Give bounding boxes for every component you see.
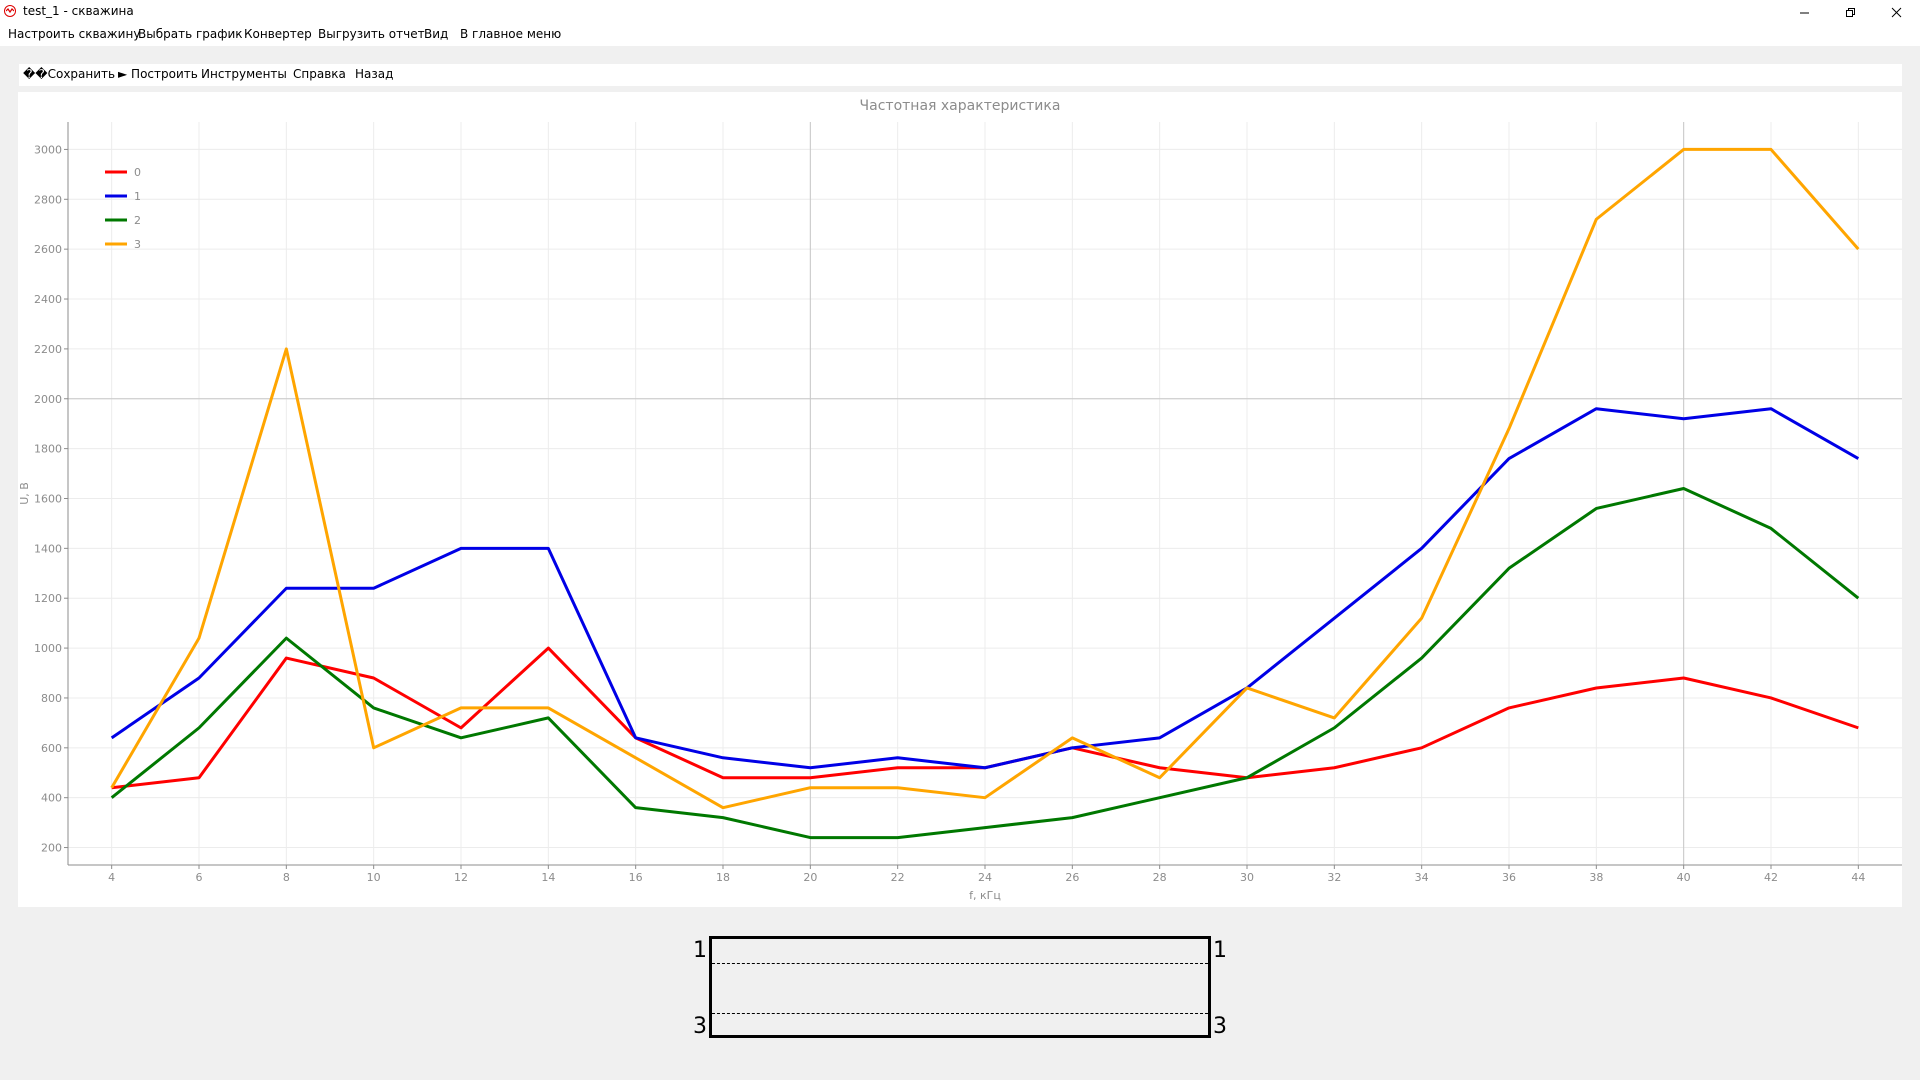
x-tick-label: 24 — [978, 871, 992, 884]
x-tick-label: 28 — [1153, 871, 1167, 884]
x-tick-label: 44 — [1851, 871, 1865, 884]
chart-title: Частотная характеристика — [859, 98, 1061, 114]
level-line-1 — [712, 963, 1208, 964]
x-tick-label: 40 — [1677, 871, 1691, 884]
x-tick-label: 26 — [1065, 871, 1079, 884]
left-label-bottom: 3 — [693, 1014, 707, 1039]
restore-button[interactable] — [1827, 0, 1873, 24]
x-tick-label: 16 — [629, 871, 643, 884]
y-tick-label: 3000 — [34, 143, 62, 156]
x-tick-label: 36 — [1502, 871, 1516, 884]
menu-main-menu[interactable]: В главное меню — [460, 27, 562, 41]
y-tick-label: 400 — [41, 792, 62, 805]
series-line-3 — [110, 147, 1860, 810]
minimize-button[interactable] — [1781, 0, 1827, 24]
help-button[interactable]: Справка — [293, 67, 346, 81]
x-tick-label: 18 — [716, 871, 730, 884]
restore-icon — [1845, 7, 1855, 17]
x-tick-label: 42 — [1764, 871, 1778, 884]
right-label-bottom: 3 — [1213, 1014, 1227, 1039]
well-diagram: 1 1 3 3 — [0, 930, 1920, 1050]
window-title: test_1 - скважина — [23, 4, 134, 18]
level-line-3 — [712, 1013, 1208, 1014]
y-tick-label: 200 — [41, 842, 62, 855]
title-bar: test_1 - скважина — [0, 0, 1920, 24]
x-tick-label: 12 — [454, 871, 468, 884]
tools-button[interactable]: Инструменты — [201, 67, 287, 81]
app-icon — [4, 5, 16, 17]
menu-converter[interactable]: Конвертер — [244, 27, 312, 41]
x-tick-label: 22 — [891, 871, 905, 884]
save-button[interactable]: ��Сохранить — [23, 67, 116, 81]
y-tick-label: 1600 — [34, 492, 62, 505]
y-tick-label: 2000 — [34, 393, 62, 406]
x-tick-label: 32 — [1327, 871, 1341, 884]
y-tick-label: 1200 — [34, 592, 62, 605]
well-schematic-box — [709, 936, 1211, 1038]
y-axis-label: U, В — [18, 482, 31, 505]
menu-view[interactable]: Вид — [424, 27, 449, 41]
legend-label-3: 3 — [134, 238, 141, 251]
build-button[interactable]: ► Построить — [118, 67, 198, 81]
y-tick-label: 800 — [41, 692, 62, 705]
legend-label-1: 1 — [134, 190, 141, 203]
series-line-2 — [110, 487, 1860, 840]
toolbar: ��Сохранить ► Построить Инструменты Спра… — [19, 64, 1902, 86]
y-tick-label: 1400 — [34, 542, 62, 555]
close-icon — [1891, 7, 1901, 17]
legend-label-2: 2 — [134, 214, 141, 227]
x-tick-label: 4 — [108, 871, 115, 884]
x-tick-label: 6 — [196, 871, 203, 884]
y-tick-label: 1000 — [34, 642, 62, 655]
y-tick-label: 2800 — [34, 193, 62, 206]
chart-panel: Частотная характеристика 4 6 8 10 12 14 16 18 20… — [18, 92, 1902, 907]
series-line-1 — [110, 407, 1860, 770]
x-tick-label: 34 — [1415, 871, 1429, 884]
menu-export-report[interactable]: Выгрузить отчет — [318, 27, 425, 41]
x-tick-label: 38 — [1589, 871, 1603, 884]
x-tick-label: 20 — [803, 871, 817, 884]
back-button[interactable]: Назад — [355, 67, 394, 81]
close-button[interactable] — [1873, 0, 1919, 24]
x-tick-label: 8 — [283, 871, 290, 884]
y-tick-label: 600 — [41, 742, 62, 755]
x-tick-label: 14 — [541, 871, 555, 884]
x-axis-label: f, кГц — [969, 889, 1001, 902]
left-label-top: 1 — [693, 938, 707, 963]
right-label-top: 1 — [1213, 938, 1227, 963]
y-tick-label: 1800 — [34, 443, 62, 456]
x-tick-label: 10 — [367, 871, 381, 884]
frequency-chart: 4 6 8 10 12 14 16 18 20 22 24 26 28 30 32 34 36 38 40 42 442… — [18, 122, 1902, 902]
y-tick-label: 2600 — [34, 243, 62, 256]
menu-configure-well[interactable]: Настроить скважину — [8, 27, 141, 41]
y-tick-label: 2200 — [34, 343, 62, 356]
x-tick-label: 30 — [1240, 871, 1254, 884]
y-tick-label: 2400 — [34, 293, 62, 306]
legend-label-0: 0 — [134, 166, 141, 179]
minimize-icon — [1799, 12, 1809, 13]
menu-select-chart[interactable]: Выбрать график — [138, 27, 243, 41]
menu-bar: Настроить скважину Выбрать график Конвер… — [0, 24, 1920, 46]
